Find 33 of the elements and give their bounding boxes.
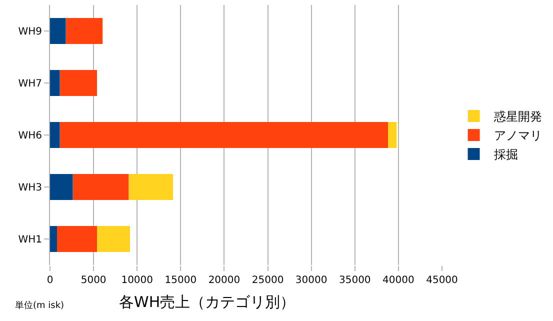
x-tick-label: 15000 [164, 275, 197, 286]
bar [60, 70, 98, 96]
y-tick-label: WH7 [18, 78, 42, 90]
legend-label: 惑星開発 [492, 110, 542, 124]
bar [50, 226, 57, 252]
x-tick-label: 10000 [121, 275, 154, 286]
x-tick-label: 0 [46, 275, 54, 286]
x-tick-label: 40000 [382, 275, 414, 286]
bar [388, 122, 397, 148]
y-tick-label: WH6 [18, 130, 42, 142]
bar [50, 70, 60, 96]
bar [66, 18, 102, 44]
bar [128, 174, 173, 200]
bar [72, 174, 128, 200]
x-tick-label: 5000 [80, 275, 106, 286]
text: 各WH売上（カテゴリ別） [119, 293, 296, 311]
x-tick-label: 45000 [426, 275, 458, 286]
bar [50, 174, 73, 200]
bar [50, 18, 66, 44]
bar [56, 226, 98, 252]
y-tick-label: WH1 [18, 234, 42, 246]
x-tick-label: 25000 [252, 275, 284, 286]
text: 単位(m isk) [15, 300, 64, 311]
y-tick-label: WH9 [18, 26, 42, 38]
legend-label: アノマリ [494, 128, 542, 143]
x-tick-label: 35000 [338, 275, 371, 286]
x-tick-label: 30000 [295, 275, 328, 286]
bar [60, 122, 388, 148]
bar [50, 122, 60, 148]
legend-label: 採掘 [494, 148, 518, 162]
bar [97, 226, 130, 252]
x-tick-label: 20000 [208, 275, 240, 286]
y-tick-label: WH3 [18, 182, 42, 194]
